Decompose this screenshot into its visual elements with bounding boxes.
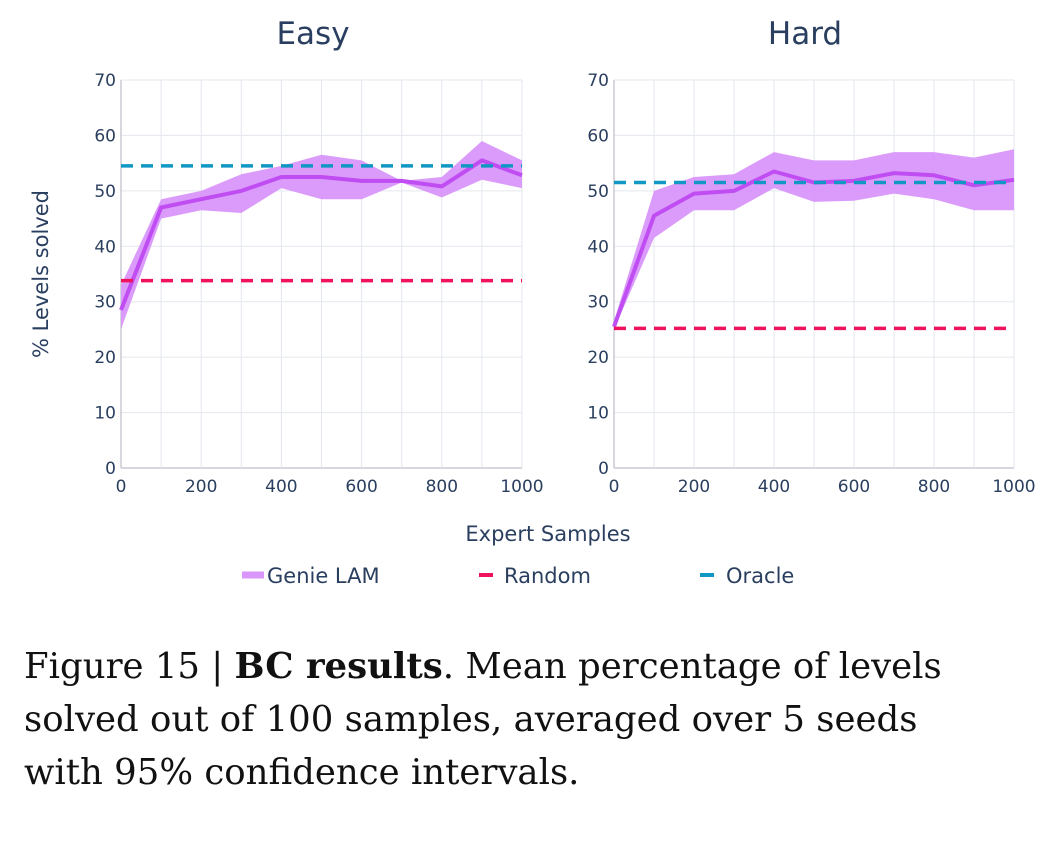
- hard-xtick-0: 0: [609, 477, 620, 497]
- figure-caption: Figure 15 | BC results. Mean percentage …: [24, 640, 1044, 799]
- hard-ytick-50: 50: [587, 182, 609, 202]
- easy-xtick-800: 800: [426, 477, 458, 497]
- easy-ytick-40: 40: [94, 237, 116, 257]
- easy-ytick-30: 30: [94, 293, 116, 313]
- caption-prefix: Figure 15 |: [24, 646, 235, 687]
- x-axis-label: Expert Samples: [465, 522, 630, 546]
- easy-xtick-400: 400: [265, 477, 297, 497]
- hard-ytick-20: 20: [587, 348, 609, 368]
- easy-xtick-600: 600: [345, 477, 377, 497]
- hard-xtick-600: 600: [838, 477, 870, 497]
- caption-line-2: solved out of 100 samples, averaged over…: [24, 699, 918, 740]
- easy-xtick-1000: 1000: [500, 477, 543, 497]
- legend: Genie LAM Random Oracle: [242, 564, 794, 588]
- caption-title: BC results: [234, 646, 443, 687]
- y-axis-label: % Levels solved: [29, 190, 53, 358]
- hard-ytick-60: 60: [587, 126, 609, 146]
- gridlines: [120, 79, 1015, 469]
- easy-xtick-200: 200: [185, 477, 217, 497]
- easy-ytick-50: 50: [94, 182, 116, 202]
- hard-ytick-10: 10: [587, 404, 609, 424]
- easy-ytick-20: 20: [94, 348, 116, 368]
- easy-ytick-10: 10: [94, 404, 116, 424]
- subplot-title-easy: Easy: [276, 16, 349, 52]
- hard-ytick-40: 40: [587, 237, 609, 257]
- subplot-title-hard: Hard: [768, 16, 842, 52]
- caption-line-1: . Mean percentage of levels: [442, 646, 942, 687]
- data-lines: [119, 158, 1015, 331]
- legend-label-genie-lam: Genie LAM: [267, 564, 380, 588]
- legend-label-random: Random: [504, 564, 591, 588]
- easy-genie-lam-confidence-band: [121, 141, 522, 330]
- hard-xtick-800: 800: [918, 477, 950, 497]
- confidence-bands: [121, 141, 1014, 330]
- easy-xtick-0: 0: [116, 477, 127, 497]
- hard-ytick-30: 30: [587, 293, 609, 313]
- hard-xtick-400: 400: [758, 477, 790, 497]
- hard-xtick-200: 200: [678, 477, 710, 497]
- hard-genie-lam-confidence-band: [614, 149, 1014, 330]
- easy-ytick-70: 70: [94, 71, 116, 91]
- easy-ytick-60: 60: [94, 126, 116, 146]
- legend-label-oracle: Oracle: [726, 564, 794, 588]
- easy-ytick-0: 0: [105, 459, 116, 479]
- easy-genie-lam-line: [119, 158, 523, 311]
- hard-xtick-1000: 1000: [992, 477, 1035, 497]
- hard-ytick-70: 70: [587, 71, 609, 91]
- hard-ytick-0: 0: [598, 459, 609, 479]
- caption-line-3: with 95% confidence intervals.: [24, 752, 580, 793]
